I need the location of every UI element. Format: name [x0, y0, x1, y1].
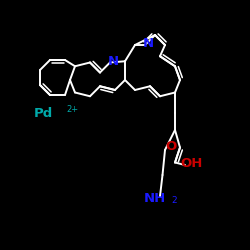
Text: N: N — [108, 55, 119, 68]
Text: OH: OH — [180, 157, 203, 170]
Text: Pd: Pd — [34, 107, 54, 120]
Text: 2+: 2+ — [66, 106, 78, 114]
Text: 2: 2 — [171, 196, 176, 205]
Text: O: O — [166, 140, 177, 153]
Text: NH: NH — [144, 192, 166, 205]
Text: N: N — [143, 37, 154, 50]
